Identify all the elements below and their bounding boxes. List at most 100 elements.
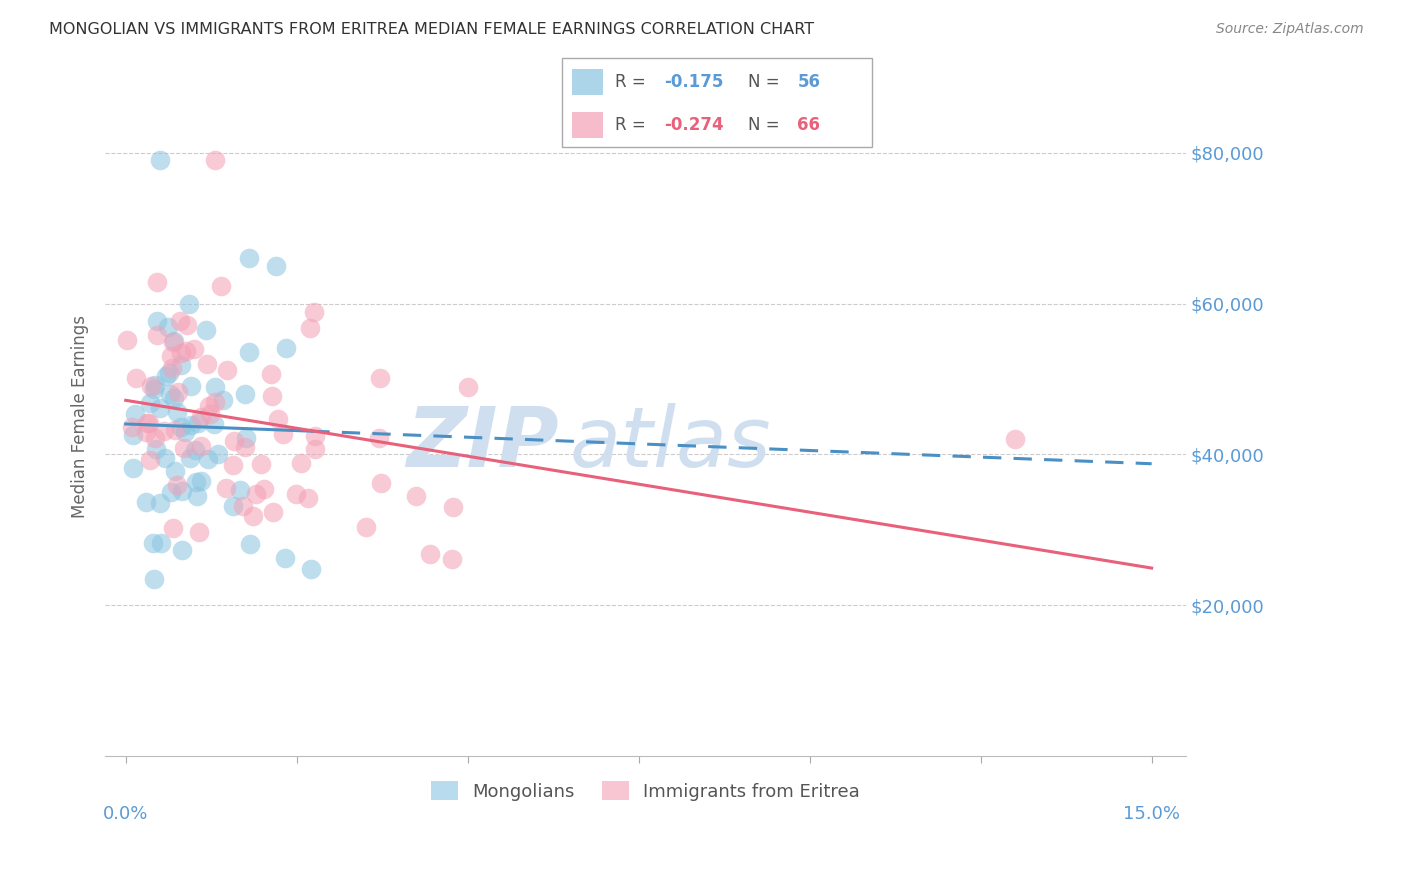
Point [1004,432,1026,446]
Point [159,387,181,401]
Point [179,450,201,465]
Point [155,368,177,383]
Point [163,334,186,348]
Point [204,380,226,394]
Point [233,387,256,401]
Point [143,382,166,396]
Point [149,153,172,168]
Point [222,499,245,513]
Text: Source: ZipAtlas.com: Source: ZipAtlas.com [1216,22,1364,37]
Point [186,489,208,503]
Point [150,536,173,550]
Point [115,333,138,347]
Point [440,551,463,566]
Text: -0.175: -0.175 [665,73,724,91]
Text: atlas: atlas [569,403,772,484]
Point [264,259,287,273]
Text: MONGOLIAN VS IMMIGRANTS FROM ERITREA MEDIAN FEMALE EARNINGS CORRELATION CHART: MONGOLIAN VS IMMIGRANTS FROM ERITREA MED… [49,22,814,37]
Point [170,543,193,558]
Point [262,389,284,403]
Text: ZIP: ZIP [406,403,560,484]
Point [163,464,186,478]
FancyBboxPatch shape [562,58,872,147]
Point [142,536,165,550]
Point [173,441,195,455]
Point [302,305,325,319]
Point [245,487,267,501]
Point [198,399,221,413]
Point [304,429,326,443]
Point [138,416,160,430]
Text: 66: 66 [797,116,821,134]
Point [156,319,179,334]
Y-axis label: Median Female Earnings: Median Female Earnings [72,315,89,518]
Point [176,318,198,333]
Point [190,439,212,453]
Point [198,407,221,421]
Point [222,458,245,473]
Point [124,407,146,421]
Point [276,342,298,356]
Point [239,537,262,551]
Point [162,334,184,349]
Point [160,360,183,375]
Point [157,366,180,380]
Point [297,491,319,505]
Point [370,476,392,491]
Point [304,442,326,457]
Point [235,431,257,445]
Point [405,489,427,503]
Point [186,475,208,490]
Point [204,395,226,409]
Point [222,434,245,449]
Point [146,328,169,343]
Bar [572,69,603,95]
Point [176,343,198,358]
Point [145,275,167,289]
Point [139,453,162,467]
Point [441,500,464,515]
Point [195,357,218,371]
Point [152,424,174,438]
Text: 56: 56 [797,73,821,91]
Point [290,457,312,471]
Point [260,368,283,382]
Point [368,371,391,385]
Point [122,427,145,442]
Point [135,495,157,509]
Point [139,395,162,409]
Point [169,346,191,360]
Point [354,520,377,534]
Text: R =: R = [614,73,651,91]
Point [163,423,186,437]
Point [170,358,193,372]
Bar [572,112,603,138]
Legend: Mongolians, Immigrants from Eritrea: Mongolians, Immigrants from Eritrea [423,774,868,808]
Point [121,420,143,434]
Point [159,485,181,500]
Point [187,417,209,431]
Point [149,401,172,416]
Point [135,425,157,439]
Point [242,508,264,523]
Point [204,417,226,431]
Point [125,371,148,385]
Point [145,442,167,456]
Point [143,431,166,445]
Point [209,279,232,293]
Point [141,378,163,392]
Point [174,425,197,440]
Point [273,427,295,442]
Text: -0.274: -0.274 [665,116,724,134]
Point [299,561,322,575]
Point [250,457,273,471]
Text: 0.0%: 0.0% [103,805,149,823]
Point [267,412,290,426]
Point [207,447,229,461]
Point [298,320,321,334]
Point [204,153,226,168]
Point [183,342,205,356]
Point [153,450,176,465]
Point [121,461,143,475]
Point [162,521,184,535]
